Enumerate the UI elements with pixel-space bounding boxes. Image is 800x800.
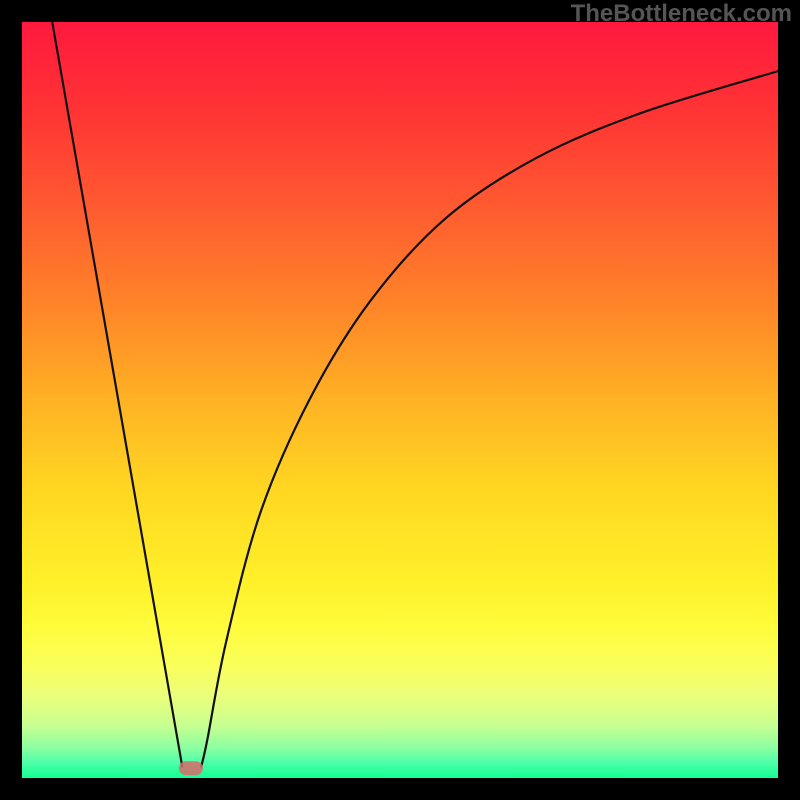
curve-layer: [22, 22, 778, 778]
chart-frame: TheBottleneck.com: [0, 0, 800, 800]
minimum-marker: [178, 761, 202, 775]
watermark-text: TheBottleneck.com: [571, 0, 792, 28]
plot-area: [22, 22, 778, 778]
